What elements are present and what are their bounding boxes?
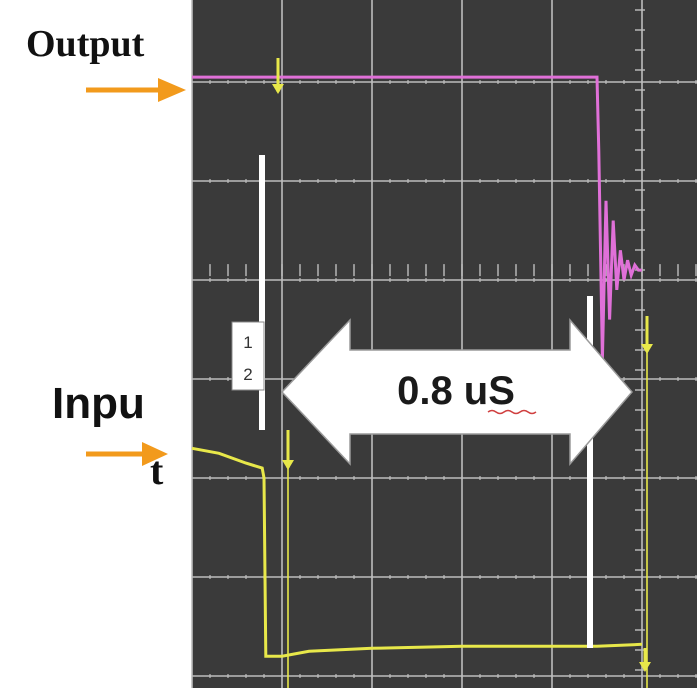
- cursor-marker-head: [639, 662, 651, 672]
- cursor-marker-head: [272, 84, 284, 94]
- input-label-line1: Inpu: [52, 379, 145, 428]
- output-label: Output: [26, 23, 145, 65]
- output-marker-arrow: [86, 78, 186, 102]
- output-trace: [192, 75, 642, 360]
- input-marker-arrow: [86, 442, 168, 466]
- measurement-label: 0.8 uS: [397, 369, 515, 413]
- cursor-index-box: [231, 321, 265, 391]
- input-trace: [191, 446, 643, 658]
- measurement-label-underline: [487, 409, 537, 415]
- measurement-arrow: [280, 317, 633, 467]
- cursor-marker-head: [282, 460, 294, 470]
- cursor-1-label: 1: [243, 333, 252, 352]
- scope-screen: [192, 0, 697, 688]
- cursor-marker-head: [641, 344, 653, 354]
- cursor-markers: [272, 58, 653, 688]
- cursor-2-label: 2: [243, 365, 252, 384]
